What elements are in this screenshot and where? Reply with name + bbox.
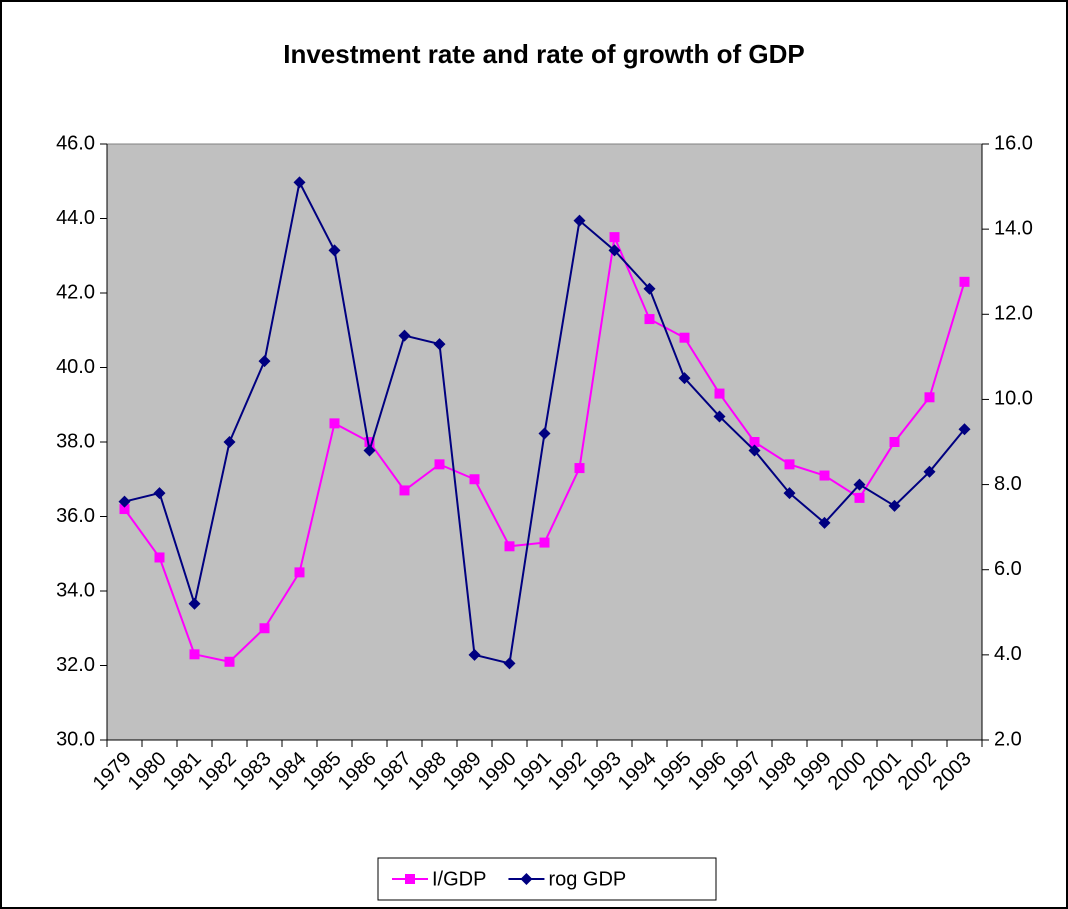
marker — [399, 485, 410, 496]
y-tick-label: 32.0 — [56, 654, 95, 676]
legend-label: I/GDP — [432, 868, 486, 890]
marker — [923, 465, 936, 478]
marker — [154, 552, 165, 563]
y2-tick-label: 2.0 — [994, 728, 1022, 750]
marker — [538, 427, 551, 440]
marker — [818, 516, 831, 529]
marker — [293, 176, 306, 189]
y2-tick-label: 16.0 — [994, 132, 1033, 154]
y-tick-label: 40.0 — [56, 356, 95, 378]
marker — [153, 487, 166, 500]
marker — [714, 388, 725, 399]
marker — [679, 332, 690, 343]
y2-tick-label: 10.0 — [994, 388, 1033, 410]
marker — [539, 537, 550, 548]
marker — [678, 372, 691, 385]
marker — [118, 495, 131, 508]
marker — [959, 276, 970, 287]
marker — [573, 214, 586, 227]
marker — [188, 597, 201, 610]
marker — [503, 657, 516, 670]
y2-tick-label: 14.0 — [994, 217, 1033, 239]
y-tick-label: 44.0 — [56, 207, 95, 229]
marker — [888, 499, 901, 512]
legend-label: rog GDP — [548, 868, 626, 890]
marker — [853, 478, 866, 491]
marker — [713, 410, 726, 423]
y-tick-label: 46.0 — [56, 132, 95, 154]
marker — [258, 355, 271, 368]
marker — [405, 874, 415, 884]
marker — [328, 244, 341, 257]
marker — [854, 492, 865, 503]
marker — [504, 541, 515, 552]
marker — [520, 873, 533, 885]
marker — [749, 437, 760, 447]
marker — [329, 418, 340, 429]
plot-area — [106, 143, 983, 741]
marker — [434, 459, 445, 470]
marker — [469, 474, 480, 485]
marker — [889, 437, 900, 447]
marker — [609, 232, 620, 243]
marker — [294, 567, 305, 578]
marker — [784, 459, 795, 470]
marker — [819, 470, 830, 481]
y2-tick-label: 4.0 — [994, 643, 1022, 665]
marker — [468, 648, 481, 661]
y-tick-label: 36.0 — [56, 505, 95, 527]
marker — [363, 444, 376, 457]
marker — [189, 649, 200, 660]
marker — [223, 436, 236, 448]
y-tick-label: 30.0 — [56, 728, 95, 750]
marker — [958, 423, 971, 436]
y-tick-label: 38.0 — [56, 430, 95, 452]
marker — [643, 282, 656, 295]
marker — [224, 656, 235, 667]
marker — [364, 437, 375, 447]
y-tick-label: 34.0 — [56, 579, 95, 601]
marker — [119, 504, 130, 515]
marker — [924, 392, 935, 403]
marker — [748, 444, 761, 457]
marker — [574, 463, 585, 474]
marker — [433, 338, 446, 351]
chart-title: Investment rate and rate of growth of GD… — [283, 39, 805, 69]
y2-tick-label: 6.0 — [994, 558, 1022, 580]
legend-box — [377, 857, 717, 901]
marker — [644, 314, 655, 325]
y2-tick-label: 8.0 — [994, 473, 1022, 495]
marker — [398, 329, 411, 342]
y-tick-label: 42.0 — [56, 281, 95, 303]
marker — [783, 487, 796, 500]
marker — [608, 244, 621, 257]
y2-tick-label: 12.0 — [994, 303, 1033, 325]
marker — [259, 623, 270, 634]
